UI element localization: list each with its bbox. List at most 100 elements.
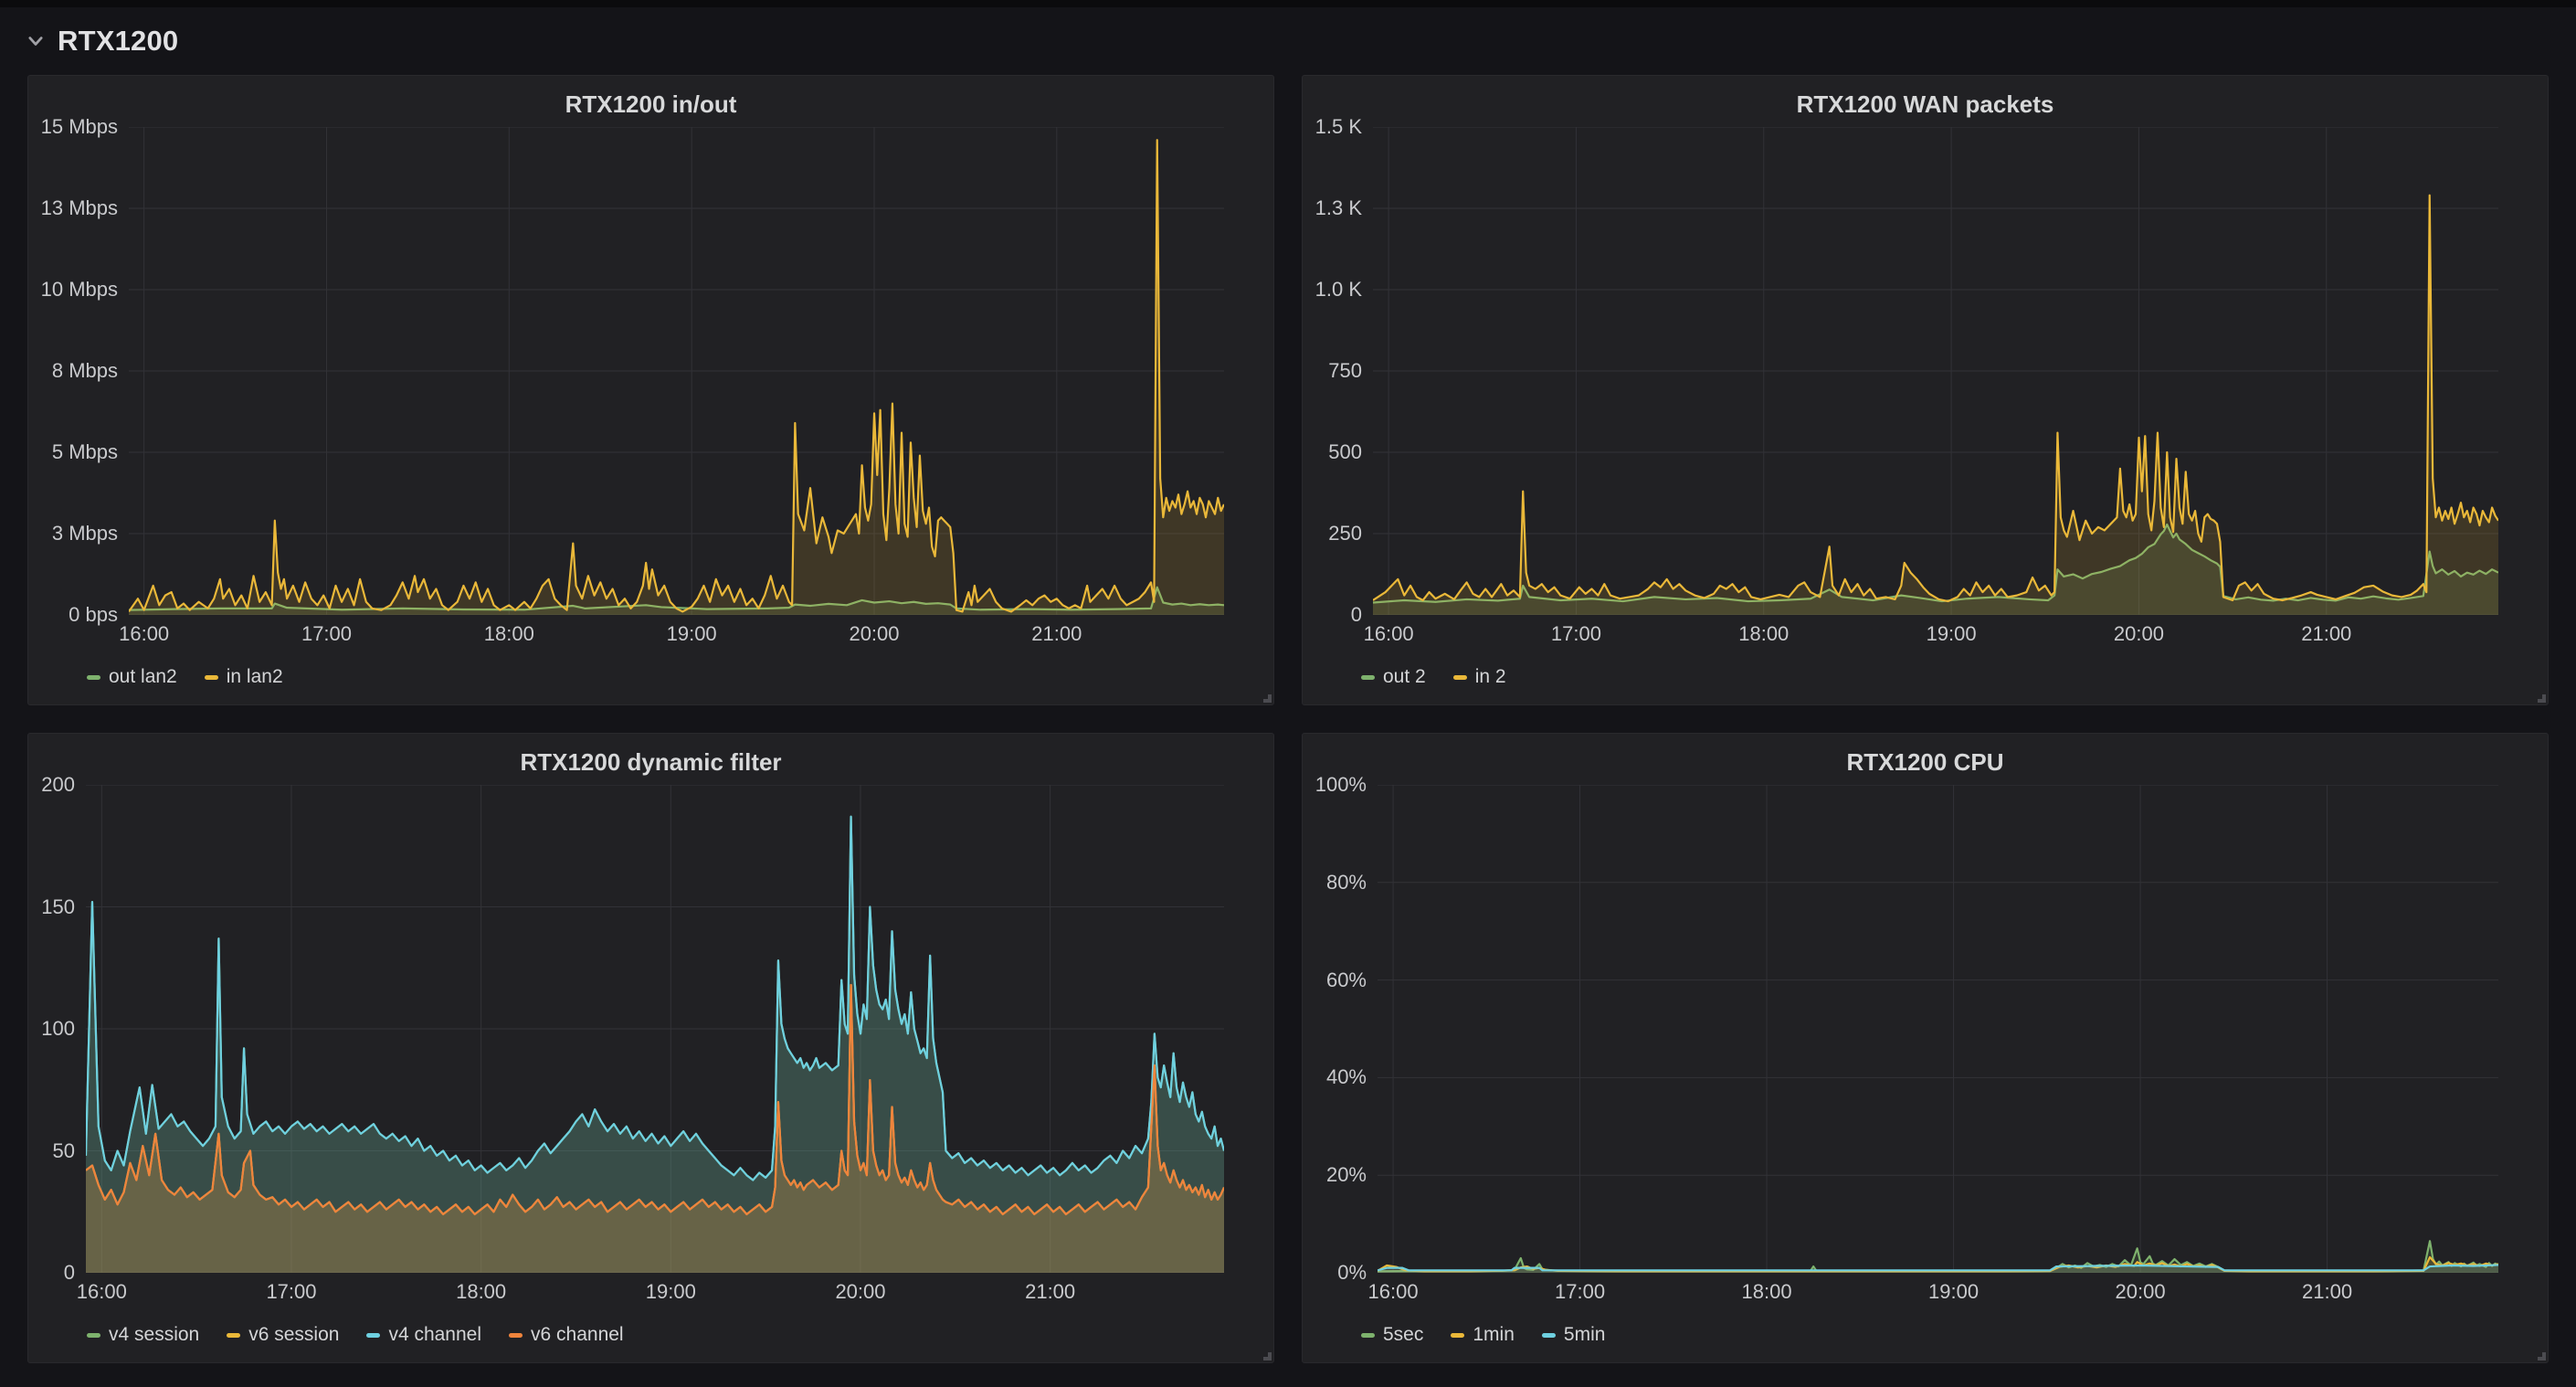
x-tick-label: 21:00	[2301, 622, 2352, 645]
plot-row: 200 150 100 50 0 16:00 17:00 18:00 19:00 20:00 21…	[37, 773, 1264, 1311]
resize-handle-icon[interactable]	[1258, 689, 1272, 703]
y-tick-label: 3 Mbps	[51, 522, 118, 545]
y-tick-label: 40%	[1325, 1065, 1367, 1089]
x-tick-label: 20:00	[849, 622, 900, 645]
legend-swatch	[1361, 1332, 1375, 1338]
legend-label: v6 channel	[531, 1324, 624, 1345]
plot-row: 1.5 K 1.3 K 1.0 K 750 500 250 0 16:00 17:00 18:0…	[1312, 115, 2539, 653]
y-tick-label: 13 Mbps	[40, 196, 118, 219]
legend-swatch	[1451, 1332, 1465, 1338]
x-tick-label: 18:00	[1741, 1280, 1792, 1303]
series-line-v4-channel	[86, 817, 1224, 1181]
legend-swatch	[87, 1332, 100, 1338]
legend-item-1min[interactable]: 1min	[1451, 1324, 1515, 1346]
legend-swatch	[204, 674, 218, 680]
y-axis: 1.5 K 1.3 K 1.0 K 750 500 250 0	[1312, 115, 1373, 653]
row-title[interactable]: RTX1200	[58, 25, 179, 57]
legend-item-5min[interactable]: 5min	[1541, 1324, 1606, 1346]
legend-swatch	[509, 1332, 523, 1338]
legend-item-in-2[interactable]: in 2	[1452, 666, 1506, 688]
legend-label: 5min	[1563, 1324, 1606, 1345]
y-tick-label: 80%	[1325, 870, 1367, 894]
series-line-in-2	[1373, 196, 2498, 601]
y-tick-label: 750	[1328, 359, 1362, 382]
panel-title[interactable]: RTX1200 in/out	[565, 90, 737, 118]
y-tick-label: 100	[41, 1017, 75, 1040]
plot-row: 15 Mbps 13 Mbps 10 Mbps 8 Mbps 5 Mbps 3 Mbps 0…	[37, 115, 1264, 653]
legend-swatch	[1541, 1332, 1556, 1338]
y-tick-label: 20%	[1325, 1163, 1367, 1187]
x-tick-label: 21:00	[1025, 1280, 1076, 1303]
plot-area[interactable]	[1373, 127, 2498, 615]
y-tick-label: 10 Mbps	[40, 277, 118, 301]
x-axis: 16:00 17:00 18:00 19:00 20:00 21:00	[119, 615, 1224, 653]
chart-svg	[1373, 127, 2498, 615]
plot-col: 16:00 17:00 18:00 19:00 20:00 21:00	[1368, 785, 2498, 1311]
series-line-out-lan2	[129, 588, 1224, 610]
legend: out lan2 in lan2	[37, 653, 1264, 701]
chart-svg	[129, 127, 1224, 615]
y-axis: 100% 80% 60% 40% 20% 0%	[1312, 773, 1378, 1311]
y-tick-label: 0	[63, 1261, 75, 1284]
x-tick-label: 18:00	[1738, 622, 1789, 645]
plot-col: 16:00 17:00 18:00 19:00 20:00 21:00	[1364, 127, 2498, 653]
chevron-down-icon[interactable]	[26, 31, 46, 51]
series-line-in-lan2	[129, 140, 1224, 611]
x-tick-label: 17:00	[266, 1280, 317, 1303]
y-tick-label: 0	[1350, 603, 1362, 626]
legend-item-in-lan2[interactable]: in lan2	[204, 666, 283, 688]
legend-item-v4-session[interactable]: v4 session	[87, 1324, 199, 1346]
y-axis: 15 Mbps 13 Mbps 10 Mbps 8 Mbps 5 Mbps 3 Mbps 0…	[37, 115, 129, 653]
row-toggle[interactable]: RTX1200	[0, 7, 2576, 75]
panel-rtx1200-wan-packets: RTX1200 WAN packets 1.5 K 1.3 K 1.0 K 750 50…	[1302, 75, 2549, 705]
y-tick-label: 150	[41, 895, 75, 918]
resize-handle-icon[interactable]	[1258, 1347, 1272, 1361]
legend-item-v6-channel[interactable]: v6 channel	[509, 1324, 624, 1346]
x-tick-label: 16:00	[76, 1280, 127, 1303]
y-tick-label: 60%	[1325, 968, 1367, 991]
legend-item-v6-session[interactable]: v6 session	[227, 1324, 339, 1346]
panel-title[interactable]: RTX1200 WAN packets	[1796, 90, 2054, 118]
legend-item-v4-channel[interactable]: v4 channel	[366, 1324, 481, 1346]
y-tick-label: 500	[1328, 439, 1362, 463]
plot-area[interactable]	[1378, 785, 2498, 1273]
x-tick-label: 18:00	[483, 622, 534, 645]
y-tick-label: 15 Mbps	[40, 115, 118, 138]
panel-title[interactable]: RTX1200 dynamic filter	[520, 748, 782, 776]
series-line-v6-channel	[86, 985, 1224, 1214]
panel-rtx1200-dynamic-filter: RTX1200 dynamic filter 200 150 100 50 0 16:0…	[27, 733, 1274, 1363]
x-tick-label: 16:00	[119, 622, 170, 645]
x-tick-label: 20:00	[835, 1280, 886, 1303]
plot-area[interactable]	[129, 127, 1224, 615]
x-tick-label: 19:00	[1926, 622, 1977, 645]
x-tick-label: 20:00	[2115, 1280, 2166, 1303]
plot-col: 16:00 17:00 18:00 19:00 20:00 21:00	[77, 785, 1224, 1311]
legend-item-out-lan2[interactable]: out lan2	[87, 666, 177, 688]
series-line-5min	[1378, 1265, 2498, 1270]
legend-label: out lan2	[109, 666, 177, 687]
top-strip	[0, 0, 2576, 7]
legend: 5sec 1min 5min	[1312, 1311, 2539, 1359]
series-line-out-2	[1373, 524, 2498, 602]
plot-area[interactable]	[86, 785, 1224, 1273]
x-tick-label: 19:00	[645, 1280, 696, 1303]
x-tick-label: 17:00	[301, 622, 353, 645]
resize-handle-icon[interactable]	[2532, 689, 2546, 703]
resize-handle-icon[interactable]	[2532, 1347, 2546, 1361]
series-line-1min	[1378, 1257, 2498, 1271]
panel-title[interactable]: RTX1200 CPU	[1846, 748, 2004, 776]
x-axis: 16:00 17:00 18:00 19:00 20:00 21:00	[1368, 1273, 2498, 1311]
legend-item-out-2[interactable]: out 2	[1361, 666, 1426, 688]
chart-svg	[1378, 785, 2498, 1273]
x-tick-label: 17:00	[1550, 622, 1601, 645]
legend-label: out 2	[1383, 666, 1426, 687]
legend-label: v4 session	[109, 1324, 200, 1345]
y-tick-label: 0 bps	[69, 603, 118, 626]
panel-rtx1200-in-out: RTX1200 in/out 15 Mbps 13 Mbps 10 Mbps 8 Mb…	[27, 75, 1274, 705]
legend-label: 1min	[1473, 1324, 1515, 1345]
legend-item-5sec[interactable]: 5sec	[1361, 1324, 1423, 1346]
y-tick-label: 1.0 K	[1314, 277, 1362, 301]
x-tick-label: 19:00	[666, 622, 717, 645]
legend-swatch	[227, 1332, 241, 1338]
x-tick-label: 16:00	[1363, 622, 1414, 645]
